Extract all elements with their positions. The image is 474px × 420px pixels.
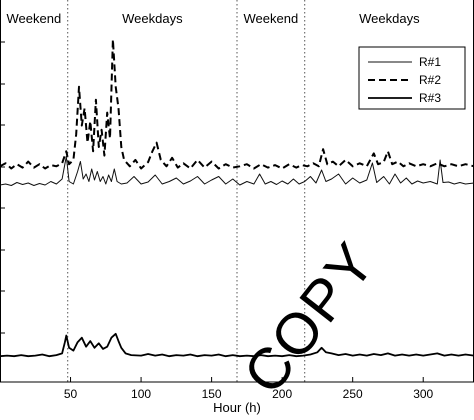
y-axis-ticks bbox=[0, 41, 5, 334]
period-label: Weekend bbox=[244, 11, 299, 26]
series-line-r1 bbox=[0, 156, 474, 186]
x-tick-label: 200 bbox=[272, 387, 292, 401]
period-label: Weekend bbox=[7, 11, 62, 26]
series-line-r2 bbox=[0, 38, 474, 170]
legend-entry-label: R#3 bbox=[419, 91, 441, 105]
x-tick-label: 50 bbox=[64, 387, 78, 401]
period-label: Weekdays bbox=[122, 11, 183, 26]
legend-entry-label: R#1 bbox=[419, 55, 441, 69]
series-line-r3 bbox=[0, 332, 474, 358]
legend-entry-label: R#2 bbox=[419, 73, 441, 87]
x-tick-label: 100 bbox=[131, 387, 151, 401]
x-axis-label: Hour (h) bbox=[213, 400, 261, 415]
x-axis-ticks bbox=[70, 377, 424, 382]
x-axis-tick-labels: 50 100 150 200 250 300 bbox=[64, 387, 434, 401]
period-label: Weekdays bbox=[359, 11, 420, 26]
x-tick-label: 250 bbox=[343, 387, 363, 401]
copy-watermark: COPY bbox=[231, 230, 388, 406]
legend-box bbox=[358, 46, 466, 110]
period-labels: Weekend Weekdays Weekend Weekdays bbox=[7, 11, 421, 26]
legend: R#1 R#2 R#3 bbox=[358, 46, 466, 110]
series-lines bbox=[0, 38, 474, 358]
x-tick-label: 300 bbox=[413, 387, 433, 401]
x-tick-label: 150 bbox=[202, 387, 222, 401]
